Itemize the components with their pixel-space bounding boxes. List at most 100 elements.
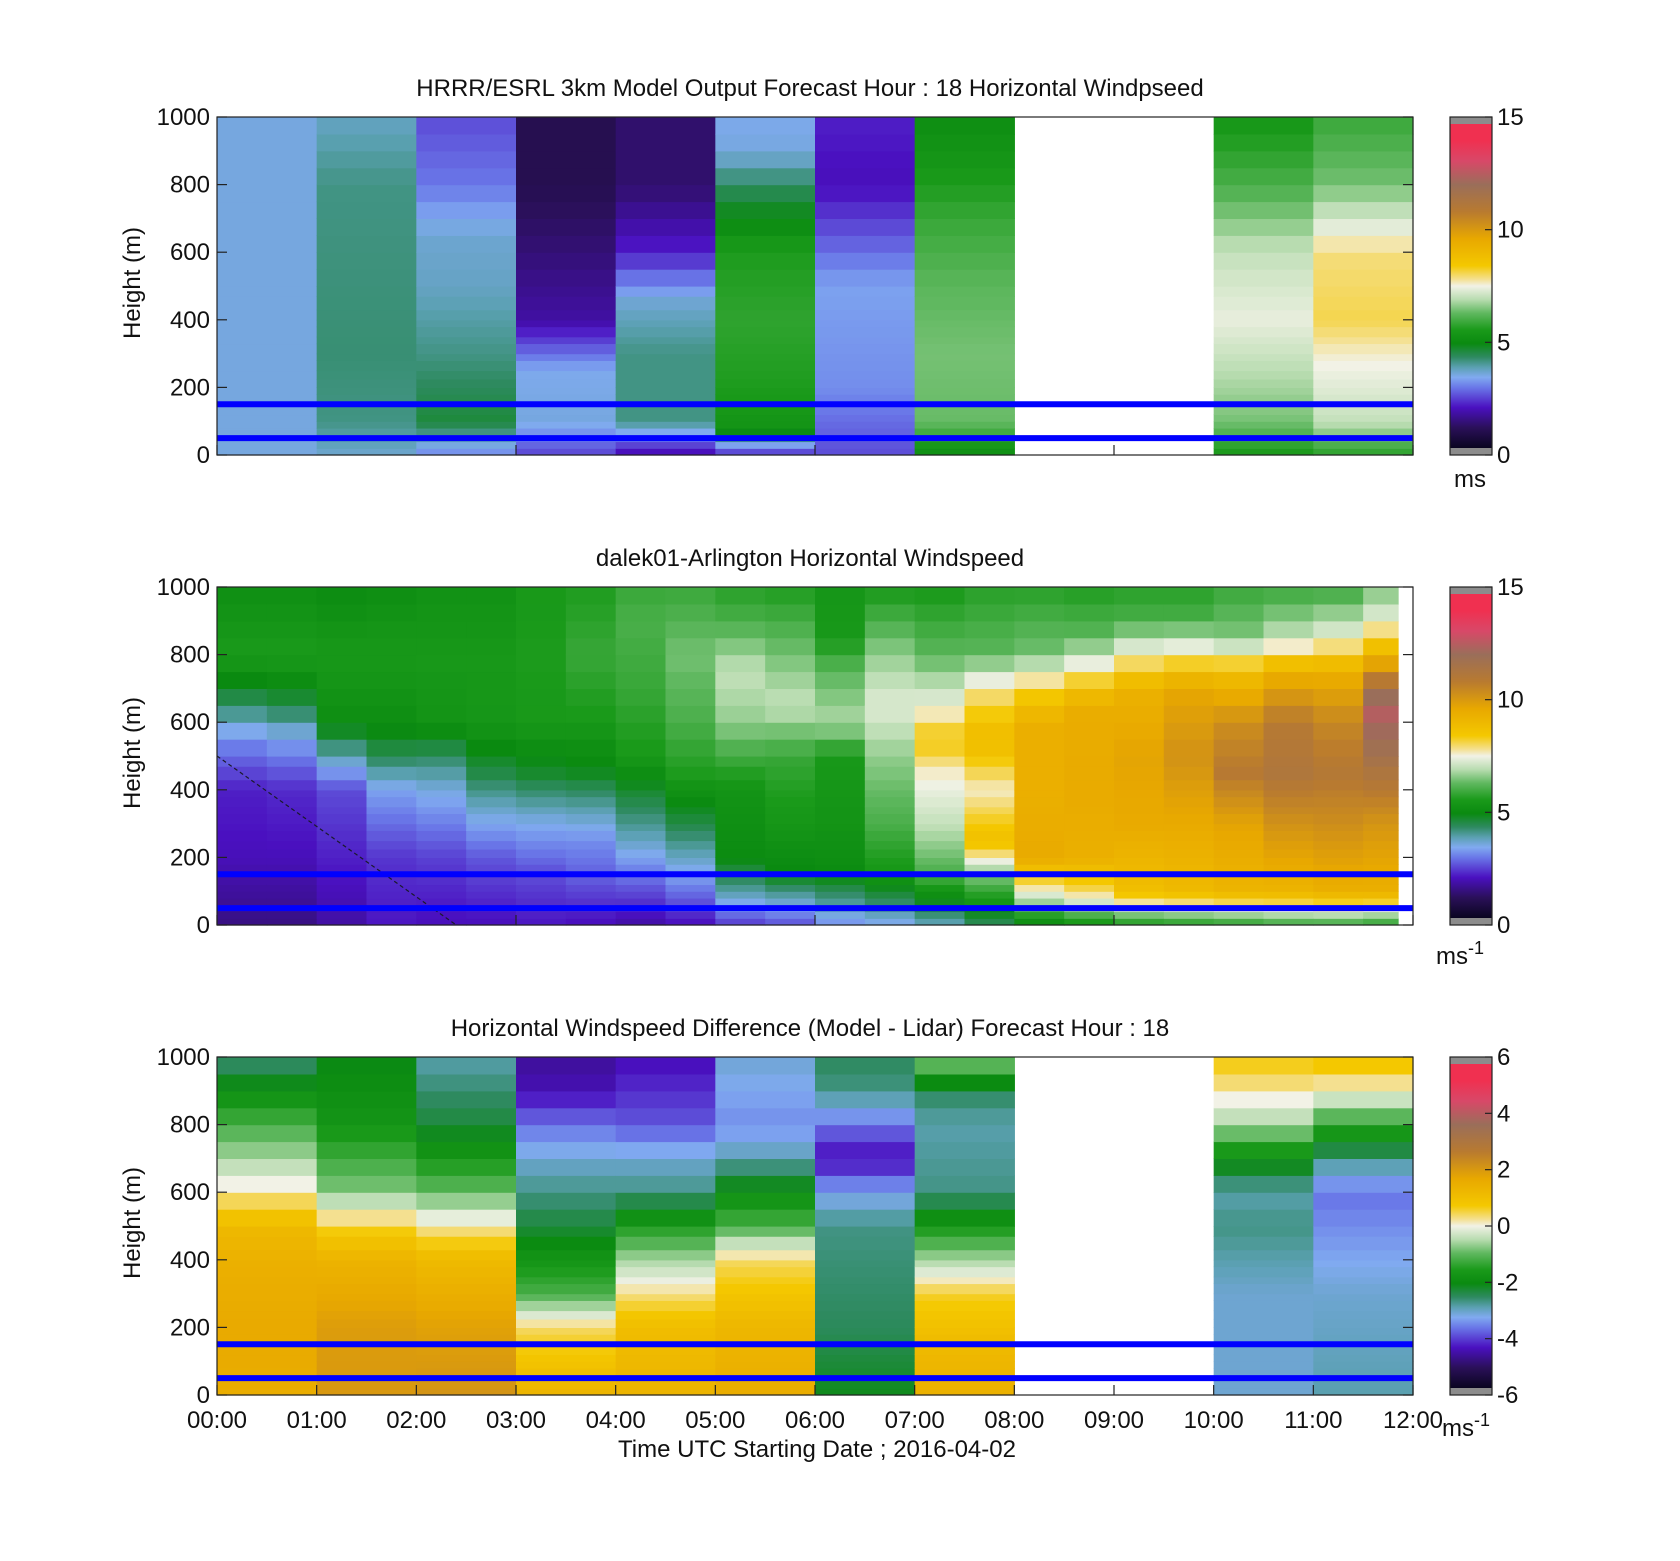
heatmap-cell (715, 360, 816, 372)
heatmap-cell (715, 587, 766, 605)
heatmap-cell (615, 779, 667, 791)
heatmap-cell (217, 378, 318, 388)
panel-difference-reference-lines (217, 1341, 1413, 1382)
panel-model-ylabel: Height (m) (119, 227, 146, 339)
heatmap-cell (1163, 840, 1215, 850)
heatmap-cell (1213, 891, 1265, 899)
heatmap-cell (765, 671, 816, 689)
heatmap-cell (1014, 918, 1065, 926)
heatmap-cell (715, 918, 766, 926)
heatmap-cell (765, 840, 816, 850)
heatmap-cell (1064, 756, 1115, 767)
heatmap-cell (516, 1057, 617, 1075)
heatmap-cell (615, 218, 716, 236)
heatmap-cell (715, 1300, 816, 1312)
heatmap-cell (516, 1236, 617, 1251)
heatmap-cell (1263, 620, 1314, 639)
heatmap-cell (715, 133, 816, 152)
heatmap-cell (715, 1209, 816, 1227)
heatmap-cell (914, 1107, 1015, 1126)
heatmap-cell (1313, 620, 1364, 639)
heatmap-cell (815, 319, 916, 328)
heatmap-cell (516, 360, 617, 372)
heatmap-cell (615, 688, 667, 706)
heatmap-cell (815, 1236, 916, 1251)
heatmap-cell (914, 918, 966, 926)
heatmap-cell (565, 813, 617, 825)
heatmap-cell (815, 1259, 916, 1268)
heatmap-cell (1064, 897, 1115, 906)
heatmap-cell (1114, 891, 1165, 899)
heatmap-cell (1213, 1318, 1314, 1328)
heatmap-cell (615, 235, 716, 253)
heatmap-cell (1064, 654, 1115, 673)
heatmap-cell (316, 1354, 417, 1362)
heatmap-cell (1263, 796, 1314, 808)
heatmap-cell (1313, 1388, 1414, 1396)
heatmap-cell (217, 201, 318, 219)
heatmap-cell (914, 1236, 1015, 1251)
heatmap-cell (615, 796, 667, 808)
heatmap-cell (1213, 1344, 1314, 1356)
heatmap-cell (1114, 705, 1165, 723)
heatmap-cell (416, 813, 467, 825)
heatmap-cell (615, 654, 667, 673)
heatmap-cell (815, 269, 916, 287)
heatmap-cell (615, 1381, 716, 1389)
heatmap-cell (914, 1388, 1015, 1396)
heatmap-cell (665, 823, 716, 831)
heatmap-cell (815, 441, 916, 449)
heatmap-cell (516, 353, 617, 361)
panel-lidar-title: dalek01-Arlington Horizontal Windspeed (596, 545, 1024, 572)
heatmap-cell (1313, 353, 1414, 361)
heatmap-cell (516, 1266, 617, 1278)
heatmap-cell (715, 286, 816, 297)
heatmap-cell (665, 857, 716, 865)
heatmap-cell (715, 857, 766, 865)
heatmap-cell (266, 756, 318, 767)
heatmap-cell (316, 884, 368, 892)
heatmap-cell (914, 1057, 1015, 1075)
heatmap-cell (416, 1318, 517, 1328)
heatmap-cell (466, 688, 517, 706)
heatmap-cell (1363, 654, 1399, 673)
heatmap-cell (615, 319, 716, 328)
heatmap-cell (266, 620, 318, 639)
heatmap-cell (615, 117, 716, 135)
colorbar-tick-label: 10 (1497, 687, 1524, 714)
heatmap-cell (715, 1192, 816, 1210)
heatmap-cell (1163, 823, 1215, 831)
heatmap-cell (815, 884, 866, 892)
heatmap-cell (1313, 1249, 1414, 1261)
panel-model-y-axis: 0 200 400 600 800 1000 (157, 104, 1413, 469)
panel-model-heatmap (217, 117, 1414, 456)
heatmap-cell (316, 911, 368, 919)
heatmap-cell (615, 252, 716, 270)
heatmap-cell (1114, 796, 1165, 808)
y-tick-label: 1000 (157, 574, 210, 601)
heatmap-cell (1313, 1209, 1414, 1227)
heatmap-cell (1313, 1236, 1414, 1251)
heatmap-cell (715, 1266, 816, 1278)
heatmap-cell (914, 353, 1015, 361)
heatmap-cell (1213, 1175, 1314, 1193)
heatmap-cell (1014, 864, 1065, 875)
panel-difference: Horizontal Windspeed Difference (Model -… (119, 1015, 1518, 1463)
heatmap-cell (815, 404, 916, 416)
heatmap-cell (815, 1300, 916, 1312)
heatmap-cell (665, 830, 716, 842)
heatmap-cell (1163, 603, 1215, 622)
heatmap-cell (516, 603, 567, 622)
heatmap-cell (765, 756, 816, 767)
heatmap-cell (1313, 1124, 1414, 1143)
heatmap-cell (615, 806, 667, 815)
heatmap-cell (1313, 1300, 1414, 1312)
heatmap-cell (864, 766, 916, 781)
heatmap-cell (1213, 1057, 1314, 1075)
heatmap-cell (516, 235, 617, 253)
heatmap-cell (914, 167, 1015, 186)
heatmap-cell (416, 796, 467, 808)
heatmap-cell (1213, 857, 1265, 865)
heatmap-cell (266, 722, 318, 740)
heatmap-cell (217, 739, 268, 757)
